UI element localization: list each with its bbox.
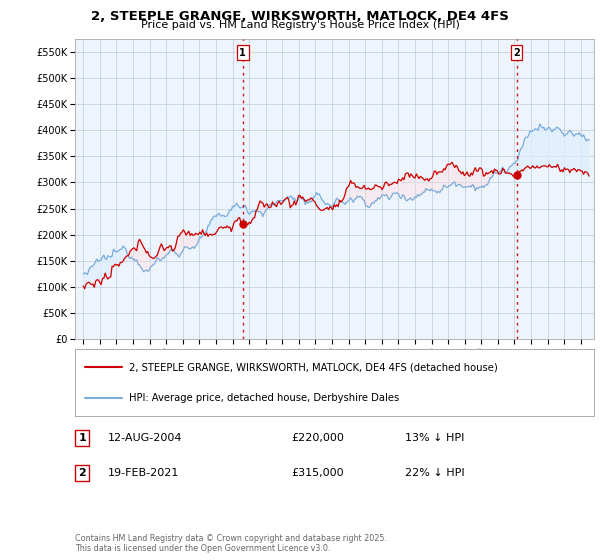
Text: 2, STEEPLE GRANGE, WIRKSWORTH, MATLOCK, DE4 4FS (detached house): 2, STEEPLE GRANGE, WIRKSWORTH, MATLOCK, … (130, 362, 498, 372)
Text: 2, STEEPLE GRANGE, WIRKSWORTH, MATLOCK, DE4 4FS: 2, STEEPLE GRANGE, WIRKSWORTH, MATLOCK, … (91, 10, 509, 23)
Text: 12-AUG-2004: 12-AUG-2004 (108, 433, 182, 443)
Text: 22% ↓ HPI: 22% ↓ HPI (405, 468, 464, 478)
Text: Contains HM Land Registry data © Crown copyright and database right 2025.
This d: Contains HM Land Registry data © Crown c… (75, 534, 387, 553)
Text: 2: 2 (513, 48, 520, 58)
Text: HPI: Average price, detached house, Derbyshire Dales: HPI: Average price, detached house, Derb… (130, 393, 400, 403)
Text: 19-FEB-2021: 19-FEB-2021 (108, 468, 179, 478)
Text: £315,000: £315,000 (291, 468, 344, 478)
Text: 13% ↓ HPI: 13% ↓ HPI (405, 433, 464, 443)
Text: 2: 2 (79, 468, 86, 478)
Text: 1: 1 (79, 433, 86, 443)
Text: Price paid vs. HM Land Registry's House Price Index (HPI): Price paid vs. HM Land Registry's House … (140, 20, 460, 30)
Text: £220,000: £220,000 (291, 433, 344, 443)
Text: 1: 1 (239, 48, 246, 58)
